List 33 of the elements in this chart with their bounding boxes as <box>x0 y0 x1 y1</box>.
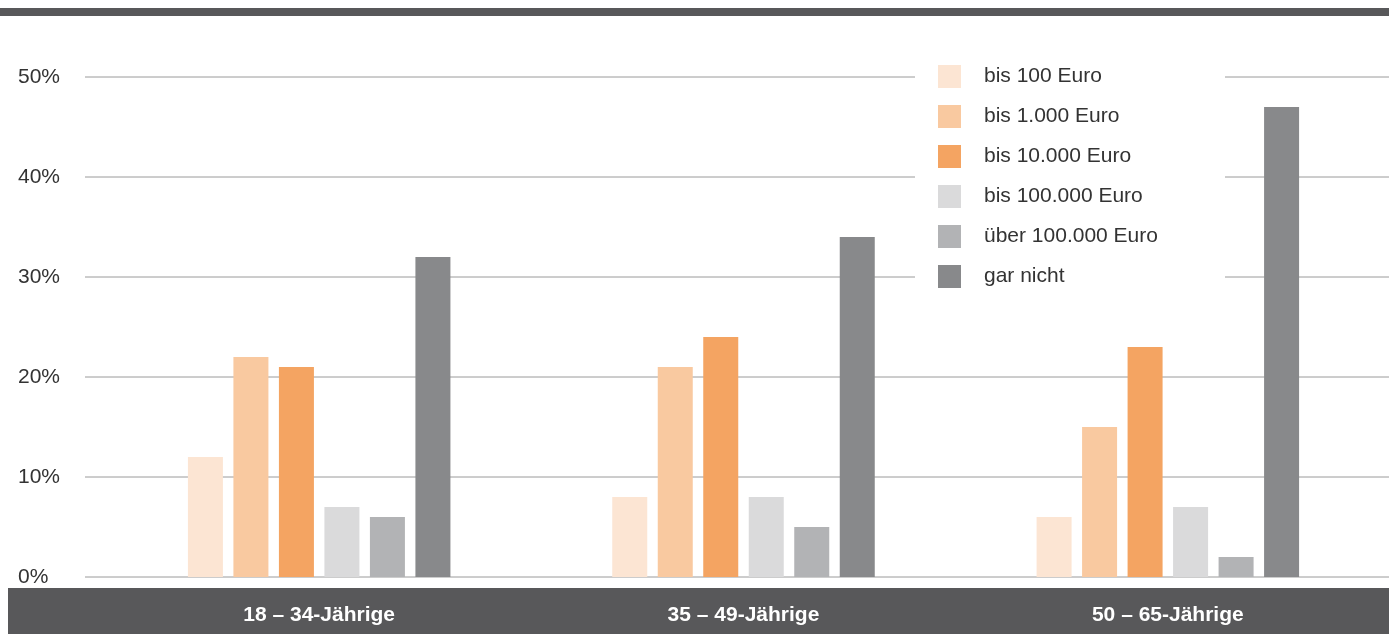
legend-label: bis 10.000 Euro <box>984 142 1132 166</box>
bar <box>233 357 269 577</box>
x-tick-label: 18 – 34-Jährige <box>243 601 396 625</box>
bar <box>187 457 223 577</box>
bar <box>1127 347 1163 577</box>
y-tick-label: 40% <box>18 163 61 187</box>
y-tick-label: 20% <box>18 363 61 387</box>
bar <box>415 257 451 577</box>
y-tick-label: 30% <box>18 263 61 287</box>
bar <box>324 507 360 577</box>
x-tick-label: 35 – 49-Jährige <box>667 601 820 625</box>
bar <box>612 497 648 577</box>
legend-label: bis 100 Euro <box>984 62 1102 86</box>
bar <box>748 497 784 577</box>
legend-label: über 100.000 Euro <box>984 222 1158 246</box>
legend-label: bis 100.000 Euro <box>984 182 1143 206</box>
bar <box>657 367 693 577</box>
legend-label: bis 1.000 Euro <box>984 102 1120 126</box>
bar <box>278 367 314 577</box>
bar <box>1082 427 1118 577</box>
bar <box>703 337 739 577</box>
y-tick-label: 0% <box>18 563 49 587</box>
bar <box>1264 107 1300 577</box>
legend-label: gar nicht <box>984 262 1065 286</box>
y-tick-label: 10% <box>18 463 61 487</box>
bar <box>794 527 830 577</box>
bar <box>369 517 405 577</box>
bar <box>1173 507 1209 577</box>
y-tick-label: 50% <box>18 63 61 87</box>
bar <box>839 237 875 577</box>
bar <box>1036 517 1072 577</box>
x-tick-label: 50 – 65-Jährige <box>1091 601 1244 625</box>
bar <box>1218 557 1254 577</box>
